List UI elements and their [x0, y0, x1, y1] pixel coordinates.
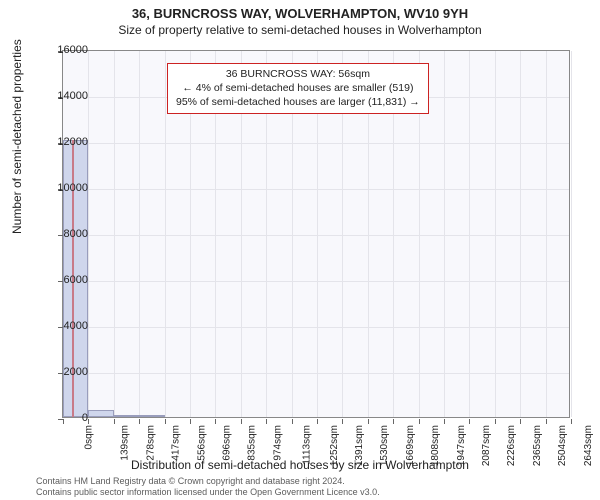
- gridline-v: [469, 51, 470, 417]
- x-axis-title: Distribution of semi-detached houses by …: [0, 458, 600, 472]
- y-tick-label: 6000: [42, 274, 88, 286]
- x-tick-mark: [444, 419, 445, 424]
- x-tick-mark: [469, 419, 470, 424]
- x-tick-label: 417sqm: [171, 425, 182, 461]
- x-tick-mark: [546, 419, 547, 424]
- plot-area: 0sqm139sqm278sqm417sqm556sqm696sqm835sqm…: [62, 50, 570, 418]
- title-block: 36, BURNCROSS WAY, WOLVERHAMPTON, WV10 9…: [0, 0, 600, 37]
- y-tick-label: 14000: [42, 90, 88, 102]
- copyright-line-2: Contains public sector information licen…: [36, 487, 380, 498]
- info-box-line: ← 4% of semi-detached houses are smaller…: [176, 81, 420, 95]
- x-tick-label: 974sqm: [272, 425, 283, 461]
- y-tick-label: 2000: [42, 366, 88, 378]
- copyright-text: Contains HM Land Registry data © Crown c…: [36, 476, 380, 499]
- y-tick-label: 4000: [42, 320, 88, 332]
- gridline-v: [444, 51, 445, 417]
- gridline-v: [546, 51, 547, 417]
- info-box-line: 95% of semi-detached houses are larger (…: [176, 95, 420, 109]
- x-tick-mark: [139, 419, 140, 424]
- gridline-v: [88, 51, 89, 417]
- x-tick-mark: [241, 419, 242, 424]
- y-tick-label: 8000: [42, 228, 88, 240]
- x-tick-mark: [190, 419, 191, 424]
- gridline-v: [165, 51, 166, 417]
- x-tick-mark: [495, 419, 496, 424]
- x-tick-mark: [114, 419, 115, 424]
- x-tick-mark: [292, 419, 293, 424]
- x-tick-label: 835sqm: [247, 425, 258, 461]
- x-tick-mark: [520, 419, 521, 424]
- x-tick-label: 278sqm: [145, 425, 156, 461]
- x-tick-label: 696sqm: [222, 425, 233, 461]
- y-tick-label: 10000: [42, 182, 88, 194]
- gridline-v: [571, 51, 572, 417]
- info-box: 36 BURNCROSS WAY: 56sqm← 4% of semi-deta…: [167, 63, 429, 114]
- x-tick-mark: [266, 419, 267, 424]
- histogram-bar: [114, 415, 139, 417]
- copyright-line-1: Contains HM Land Registry data © Crown c…: [36, 476, 380, 487]
- gridline-v: [520, 51, 521, 417]
- x-tick-mark: [342, 419, 343, 424]
- chart-area: 0sqm139sqm278sqm417sqm556sqm696sqm835sqm…: [62, 50, 570, 418]
- histogram-bar: [139, 415, 164, 417]
- info-box-line: 36 BURNCROSS WAY: 56sqm: [176, 67, 420, 81]
- x-tick-mark: [419, 419, 420, 424]
- x-tick-mark: [215, 419, 216, 424]
- x-tick-mark: [165, 419, 166, 424]
- x-tick-label: 139sqm: [120, 425, 131, 461]
- histogram-bar: [88, 410, 113, 417]
- y-axis-title: Number of semi-detached properties: [10, 39, 24, 234]
- gridline-v: [114, 51, 115, 417]
- gridline-v: [139, 51, 140, 417]
- x-tick-mark: [317, 419, 318, 424]
- gridline-v: [495, 51, 496, 417]
- y-tick-label: 12000: [42, 136, 88, 148]
- x-tick-label: 556sqm: [196, 425, 207, 461]
- x-tick-mark: [368, 419, 369, 424]
- x-tick-mark: [88, 419, 89, 424]
- x-tick-label: 0sqm: [83, 425, 94, 449]
- y-tick-label: 16000: [42, 44, 88, 56]
- main-title: 36, BURNCROSS WAY, WOLVERHAMPTON, WV10 9…: [0, 6, 600, 21]
- x-tick-mark: [393, 419, 394, 424]
- sub-title: Size of property relative to semi-detach…: [0, 23, 600, 37]
- x-tick-mark: [571, 419, 572, 424]
- y-tick-label: 0: [42, 412, 88, 424]
